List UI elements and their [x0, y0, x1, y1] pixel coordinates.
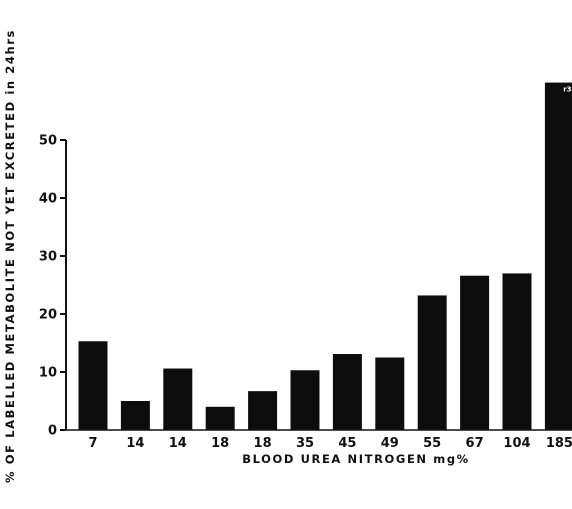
bar [460, 276, 489, 430]
x-axis: 7 14 14 18 18 35 45 49 55 67 104 185 [66, 430, 572, 451]
bar [333, 354, 362, 430]
y-tick-label: 10 [39, 366, 57, 381]
y-axis-title-group: % OF LABELLED METABOLITE NOT YET EXCRETE… [3, 29, 17, 483]
x-tick-label: 7 [88, 436, 97, 451]
x-tick-label: 45 [338, 436, 356, 451]
bar [248, 391, 277, 430]
bar [79, 341, 108, 430]
y-tick-label: 50 [39, 134, 57, 149]
bars-group: r3 [79, 83, 572, 430]
bar [503, 273, 532, 430]
y-axis-title: % OF LABELLED METABOLITE NOT YET EXCRETE… [3, 29, 17, 483]
x-tick-label: 35 [296, 436, 314, 451]
x-tick-label: 49 [381, 436, 399, 451]
y-axis: 0 10 20 30 40 50 [39, 134, 66, 439]
x-tick-label: 14 [169, 436, 187, 451]
x-tick-label: 185 [546, 436, 572, 451]
bar [163, 369, 192, 430]
bar [121, 401, 150, 430]
bar [291, 370, 320, 430]
y-tick-label: 40 [39, 192, 57, 207]
x-tick-label: 67 [466, 436, 484, 451]
bar [545, 83, 572, 430]
x-tick-label: 14 [126, 436, 144, 451]
x-tick-label: 18 [211, 436, 229, 451]
bar [375, 358, 404, 431]
x-tick-label: 104 [503, 436, 530, 451]
y-tick-label: 0 [48, 424, 57, 439]
bar [206, 407, 235, 430]
y-tick-label: 30 [39, 250, 57, 265]
bar [418, 295, 447, 430]
bar-annotation: r3 [563, 86, 571, 94]
x-axis-title: BLOOD UREA NITROGEN mg% [242, 452, 470, 466]
x-tick-label: 18 [254, 436, 272, 451]
x-tick-label: 55 [423, 436, 441, 451]
y-tick-label: 20 [39, 308, 57, 323]
